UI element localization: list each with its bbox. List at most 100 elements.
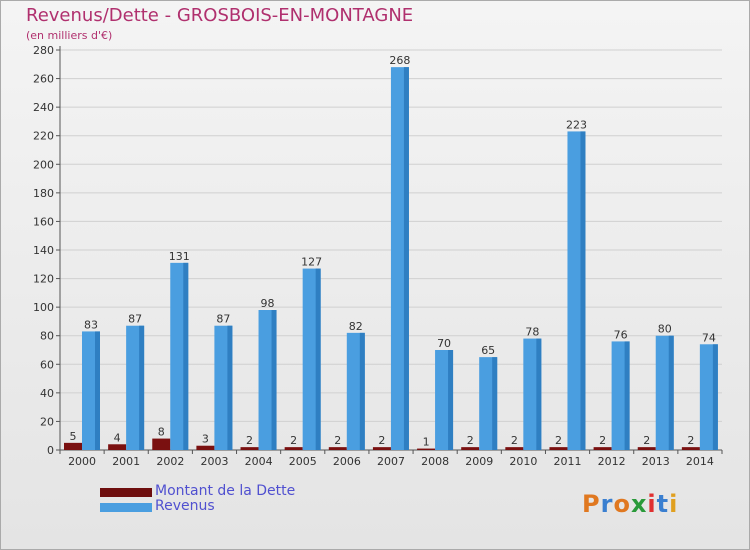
y-tick-label: 280 [33,44,54,57]
data-label-dette: 2 [334,434,341,447]
y-tick-label: 40 [40,387,54,400]
data-label-revenus: 98 [261,297,275,310]
bar-dette [593,447,612,450]
bar-dette [505,447,524,450]
bar-revenus-shade [580,131,586,450]
x-tick-label: 2005 [289,455,317,468]
data-label-dette: 2 [378,434,385,447]
y-tick-label: 0 [47,444,54,457]
bar-revenus-shade [448,350,454,450]
logo-letter: o [613,490,631,518]
bar-revenus-shade [536,338,542,450]
x-tick-label: 2004 [245,455,273,468]
data-label-revenus: 223 [566,118,587,131]
logo-letter: t [656,490,670,518]
bar-dette [328,447,347,450]
data-label-dette: 3 [202,433,209,446]
bar-revenus-shade [624,341,630,450]
bar-dette [461,447,480,450]
bar-revenus-shade [492,357,498,450]
y-tick-label: 120 [33,273,54,286]
logo-letter: x [630,490,648,518]
data-label-dette: 2 [511,434,518,447]
bar-revenus-shade [403,67,409,451]
bar-revenus-shade [183,262,189,450]
bar-dette [417,448,436,450]
data-label-dette: 4 [114,431,121,444]
x-tick-label: 2012 [598,455,626,468]
bar-revenus-shade [227,325,233,450]
bar-dette [681,447,700,450]
x-tick-label: 2010 [509,455,537,468]
x-tick-label: 2001 [112,455,140,468]
y-tick-label: 80 [40,330,54,343]
x-tick-label: 2003 [200,455,228,468]
x-tick-label: 2013 [642,455,670,468]
bar-revenus-shade [271,310,277,450]
bar-revenus-shade [139,325,145,450]
bar-dette [284,447,303,450]
bar-revenus-shade [315,268,321,450]
data-label-dette: 8 [158,426,165,439]
y-tick-label: 260 [33,73,54,86]
data-label-revenus: 76 [614,328,628,341]
bar-dette [108,444,127,450]
y-tick-label: 220 [33,130,54,143]
y-tick-label: 140 [33,244,54,257]
bar-dette [549,447,568,450]
x-tick-label: 2014 [686,455,714,468]
y-tick-label: 180 [33,187,54,200]
data-label-revenus: 268 [389,54,410,67]
y-tick-label: 60 [40,358,54,371]
data-label-revenus: 87 [128,313,142,326]
x-tick-label: 2000 [68,455,96,468]
bar-dette [64,442,82,450]
data-label-dette: 2 [599,434,606,447]
data-label-revenus: 82 [349,320,363,333]
data-label-revenus: 74 [702,331,716,344]
data-label-dette: 1 [423,436,430,449]
data-label-revenus: 78 [525,326,539,339]
bar-dette [240,447,259,450]
x-tick-label: 2007 [377,455,405,468]
legend-swatch-revenus [100,503,152,512]
data-label-revenus: 70 [437,337,451,350]
data-label-revenus: 83 [84,318,98,331]
bar-dette [637,447,656,450]
x-tick-label: 2008 [421,455,449,468]
bar-revenus-shade [668,335,674,450]
data-label-revenus: 127 [301,256,322,269]
chart-subtitle: (en milliers d'€) [26,29,113,42]
data-label-dette: 5 [70,430,77,443]
bar-revenus-shade [359,332,365,450]
bar-dette [372,447,391,450]
bar-revenus-shade [95,331,100,450]
legend-label-revenus: Revenus [155,498,215,514]
chart-title: Revenus/Dette - GROSBOIS-EN-MONTAGNE [26,5,414,26]
bar-dette [196,445,215,450]
data-label-dette: 2 [246,434,253,447]
data-label-dette: 2 [290,434,297,447]
logo-letter: P [582,490,601,518]
bar-revenus-shade [712,344,718,450]
x-tick-label: 2002 [156,455,184,468]
logo-letter: i [647,490,657,518]
data-label-dette: 2 [643,434,650,447]
logo-letter: r [600,490,614,518]
x-tick-label: 2011 [554,455,582,468]
data-label-revenus: 80 [658,323,672,336]
data-label-revenus: 131 [169,250,190,263]
y-tick-label: 20 [40,415,54,428]
y-tick-label: 200 [33,158,54,171]
data-label-dette: 2 [467,434,474,447]
bar-dette [152,438,171,450]
logo-letter: i [669,490,679,518]
x-tick-label: 2009 [465,455,493,468]
y-tick-label: 160 [33,215,54,228]
legend-swatch-dette [100,488,152,497]
data-label-dette: 2 [555,434,562,447]
y-tick-label: 100 [33,301,54,314]
data-label-revenus: 65 [481,344,495,357]
y-tick-label: 240 [33,101,54,114]
